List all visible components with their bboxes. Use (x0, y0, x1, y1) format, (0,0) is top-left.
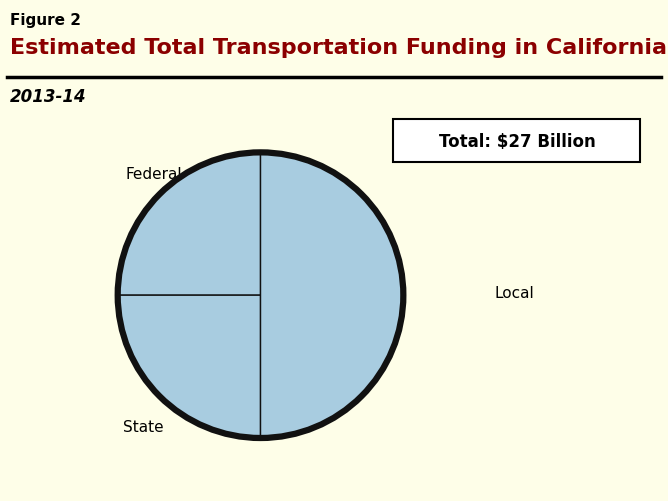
Wedge shape (118, 296, 261, 438)
Text: Estimated Total Transportation Funding in California: Estimated Total Transportation Funding i… (10, 38, 667, 58)
Text: Figure 2: Figure 2 (10, 13, 81, 28)
Wedge shape (118, 153, 261, 296)
FancyBboxPatch shape (393, 120, 639, 163)
Wedge shape (261, 153, 403, 438)
Text: Local: Local (494, 286, 534, 301)
Text: Total: $27 Billion: Total: $27 Billion (440, 133, 596, 150)
Text: 2013-14: 2013-14 (10, 88, 87, 106)
Text: Federal: Federal (125, 167, 182, 182)
Text: State: State (123, 419, 164, 434)
